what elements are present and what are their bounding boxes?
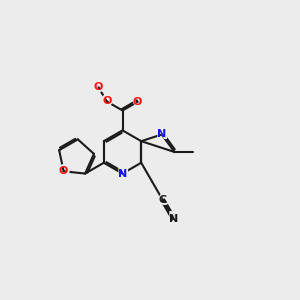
Text: O: O	[102, 96, 111, 106]
Text: N: N	[116, 166, 129, 181]
Text: C: C	[158, 193, 168, 208]
Text: O: O	[131, 94, 144, 109]
Text: O: O	[100, 94, 113, 109]
Text: N: N	[167, 212, 180, 226]
Text: O: O	[92, 80, 105, 95]
Text: N: N	[118, 169, 127, 178]
Text: N: N	[156, 127, 168, 142]
Text: O: O	[57, 164, 70, 179]
Text: O: O	[133, 97, 142, 107]
Text: N: N	[157, 130, 167, 140]
Text: O: O	[59, 166, 68, 176]
Text: C: C	[159, 195, 167, 205]
Text: N: N	[169, 214, 178, 224]
Text: O: O	[94, 82, 103, 92]
